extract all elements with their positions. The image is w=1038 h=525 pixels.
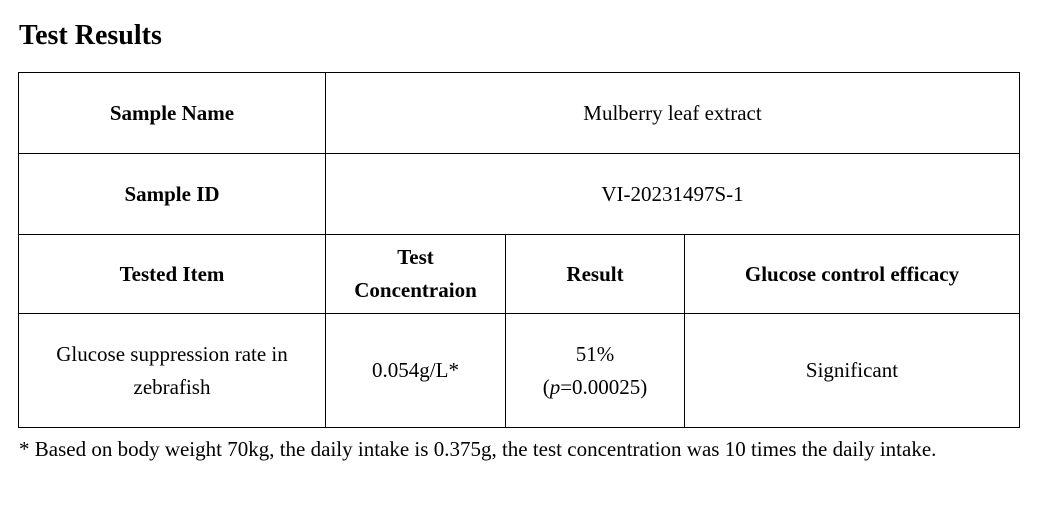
- cell-concentration: 0.054g/L*: [325, 313, 506, 428]
- result-p-value: =0.00025): [560, 374, 648, 399]
- table-row: Glucose suppression rate in zebrafish 0.…: [18, 313, 1020, 428]
- header-test-concentration-line1: Test: [397, 245, 434, 269]
- header-tested-item: Tested Item: [18, 234, 326, 314]
- sample-id-label: Sample ID: [18, 153, 326, 235]
- cell-tested-item: Glucose suppression rate in zebrafish: [18, 313, 326, 428]
- result-percent: 51%: [575, 341, 615, 366]
- sample-id-row: Sample ID VI-20231497S-1: [18, 153, 1020, 235]
- cell-result: 51% (p=0.00025): [505, 313, 685, 428]
- header-test-concentration-line2: Concentraion: [354, 278, 477, 302]
- tested-item-line1: Glucose suppression rate in: [56, 341, 288, 366]
- sample-name-row: Sample Name Mulberry leaf extract: [18, 72, 1020, 154]
- header-efficacy: Glucose control efficacy: [684, 234, 1020, 314]
- result-p-open: (: [542, 374, 550, 399]
- tested-item-line2: zebrafish: [133, 374, 211, 399]
- page-title: Test Results: [19, 20, 162, 51]
- sample-name-value: Mulberry leaf extract: [325, 72, 1020, 154]
- result-p-var: p: [549, 374, 561, 399]
- results-table: Sample Name Mulberry leaf extract Sample…: [18, 72, 1020, 428]
- sample-name-label: Sample Name: [18, 72, 326, 154]
- header-result: Result: [505, 234, 685, 314]
- table-header-row: Tested Item Test Concentraion Result Glu…: [18, 234, 1020, 314]
- cell-efficacy: Significant: [684, 313, 1020, 428]
- footnote: * Based on body weight 70kg, the daily i…: [19, 437, 937, 461]
- header-test-concentration: Test Concentraion: [325, 234, 506, 314]
- sample-id-value: VI-20231497S-1: [325, 153, 1020, 235]
